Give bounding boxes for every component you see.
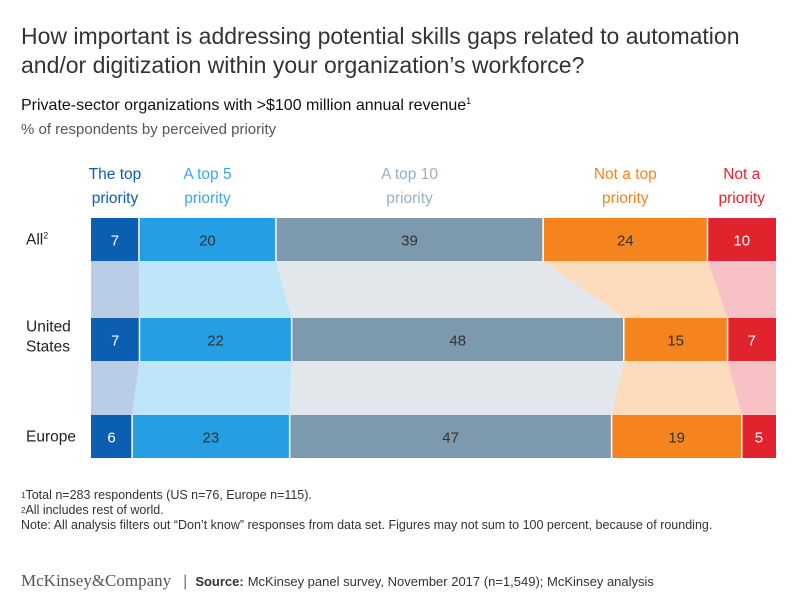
chart-subtitle: Private-sector organizations with >$100 … (21, 96, 472, 115)
data-label: 22 (207, 333, 224, 350)
data-label: 47 (442, 430, 459, 447)
data-label: 24 (617, 233, 634, 250)
data-label: 15 (667, 333, 684, 350)
bar-segment (289, 415, 612, 458)
legend-header: priority (92, 190, 139, 207)
mckinsey-logo: McKinsey&Company (21, 571, 172, 590)
bar-segment (91, 218, 139, 261)
connector-band (289, 361, 624, 415)
data-label: 20 (199, 233, 216, 250)
bar-segment (543, 218, 708, 261)
data-label: 7 (748, 333, 756, 350)
bar-segment (611, 415, 742, 458)
chart-title: How important is addressing potential sk… (21, 23, 740, 78)
footnotes: 1Total n=283 respondents (US n=76, Europ… (21, 488, 791, 533)
connector-band (543, 261, 728, 318)
data-label: 23 (203, 430, 220, 447)
legend-header: A top 10 (381, 166, 438, 183)
legend-header: The top (89, 166, 142, 183)
data-label: 39 (401, 233, 418, 250)
footnote-note: Note: All analysis filters out “Don’t kn… (21, 518, 713, 532)
subtitle-footnote-marker: 1 (466, 96, 472, 106)
footnote-2: 2All includes rest of world. (21, 503, 164, 517)
stacked-bar-chart: 7 20 39 24 10 7 22 48 15 7 6 23 47 19 5 The top priority… (26, 166, 776, 458)
source-footer: McKinsey&Company | Source: McKinsey pane… (21, 571, 654, 591)
connector-band (132, 361, 292, 415)
category-label: Europe (26, 429, 76, 446)
connector-band (275, 261, 624, 318)
category-label: United (26, 319, 71, 336)
bar-segment (91, 318, 140, 361)
connector-band (138, 261, 292, 318)
data-label: 10 (733, 233, 750, 250)
data-label: 7 (111, 333, 119, 350)
bar-segment (275, 218, 544, 261)
data-label: 48 (449, 333, 466, 350)
legend-header: priority (718, 190, 765, 207)
bar-segment (741, 415, 776, 458)
legend-header: Not a top (594, 166, 657, 183)
bar-segment (138, 218, 276, 261)
footer-separator: | (183, 573, 188, 590)
bar-segment (291, 318, 624, 361)
unit-label: % of respondents by perceived priority (21, 121, 277, 138)
bar-segment (139, 318, 292, 361)
source-text: McKinsey panel survey, November 2017 (n=… (247, 574, 654, 589)
footnote-1: 1Total n=283 respondents (US n=76, Europ… (21, 488, 312, 502)
data-label: 19 (668, 430, 685, 447)
bar-segment (91, 415, 133, 458)
subtitle-text: Private-sector organizations with >$100 … (21, 97, 467, 114)
bar-segment (132, 415, 290, 458)
legend-header: A top 5 (183, 166, 231, 183)
legend-header: priority (602, 190, 649, 207)
connector-band (91, 261, 140, 318)
bar-segment (707, 218, 776, 261)
bar-segment (623, 318, 728, 361)
category-footnote-marker: 2 (43, 231, 48, 241)
connector-band (707, 261, 776, 318)
bar-segment (727, 318, 776, 361)
data-label: 5 (755, 430, 763, 447)
legend-header: priority (386, 190, 433, 207)
connector-band (727, 361, 776, 415)
connector-band (611, 361, 742, 415)
data-label: 7 (111, 233, 119, 250)
legend-header: Not a (723, 166, 760, 183)
source-label: Source: (195, 574, 244, 589)
category-label: All2 (26, 231, 48, 249)
legend-header: priority (184, 190, 231, 207)
data-label: 6 (107, 430, 115, 447)
category-label: States (26, 339, 70, 356)
connector-band (91, 361, 140, 415)
